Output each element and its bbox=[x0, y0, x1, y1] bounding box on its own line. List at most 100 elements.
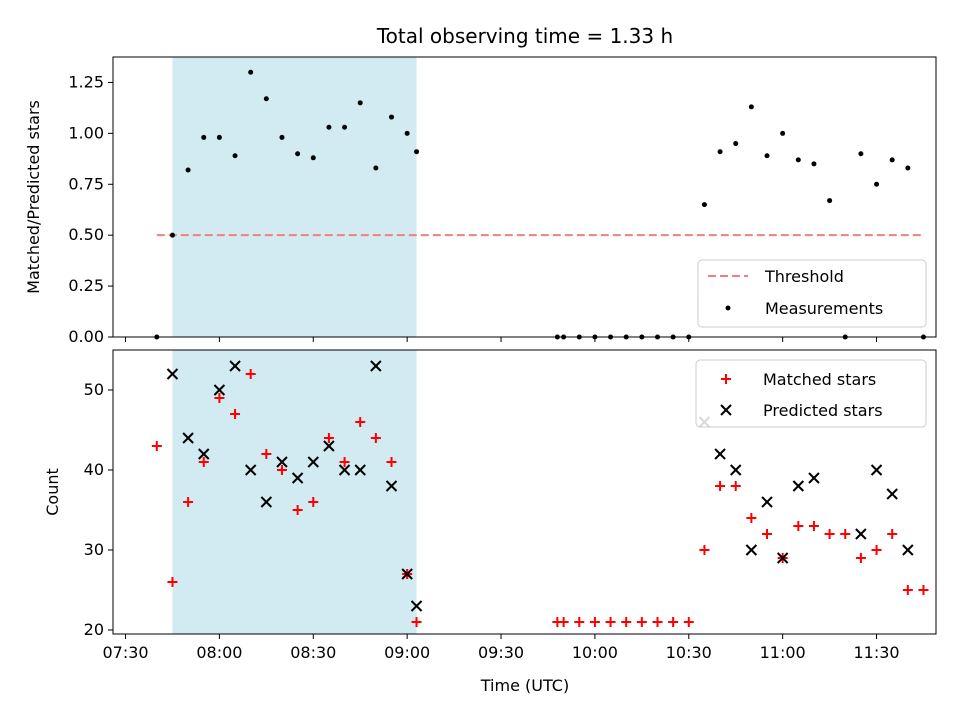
matched-star-point bbox=[808, 521, 819, 531]
measurement-point bbox=[780, 130, 786, 136]
matched-star-point bbox=[636, 617, 647, 627]
ratio-legend: Threshold Measurements bbox=[697, 259, 927, 328]
predicted-marker-b bbox=[745, 544, 758, 556]
x-axis-label: Time (UTC) bbox=[480, 676, 569, 695]
predicted-star-point bbox=[385, 480, 398, 492]
count-y-tick-label: 40 bbox=[84, 460, 104, 479]
measurement-point bbox=[216, 134, 222, 140]
ratio-axes-frame bbox=[112, 56, 937, 338]
count-axes-frame bbox=[112, 349, 937, 635]
ratio-y-tick-label: 1.25 bbox=[68, 72, 104, 91]
measurement-point bbox=[373, 165, 379, 171]
observing-window-shade bbox=[172, 350, 417, 634]
legend-matched-swatch bbox=[721, 374, 731, 384]
predicted-star-point bbox=[276, 456, 288, 468]
count-legend-box bbox=[695, 359, 927, 428]
matched-star-point bbox=[699, 545, 710, 555]
matched-star-point bbox=[151, 441, 162, 451]
measurement-point bbox=[389, 114, 395, 120]
matched-star-point bbox=[762, 529, 773, 539]
predicted-star-point bbox=[410, 600, 423, 612]
predicted-marker-b bbox=[244, 464, 257, 476]
x-tick-label: 11:30 bbox=[853, 643, 899, 662]
matched-star-point bbox=[871, 545, 882, 555]
matched-star-point bbox=[339, 457, 350, 467]
measurement-point bbox=[874, 181, 880, 187]
predicted-marker-b bbox=[182, 432, 194, 444]
measurement-point bbox=[279, 134, 285, 140]
measurement-point bbox=[858, 151, 864, 157]
predicted-star-point bbox=[198, 448, 210, 460]
matched-star-point bbox=[621, 617, 632, 627]
measurement-point bbox=[310, 155, 316, 161]
x-tick-label: 08:00 bbox=[196, 643, 242, 662]
measurement-point bbox=[811, 161, 817, 167]
predicted-marker-b bbox=[260, 496, 273, 508]
predicted-marker-b bbox=[761, 496, 773, 508]
matched-star-point bbox=[245, 369, 256, 379]
predicted-star-point bbox=[182, 432, 194, 444]
matched-star-point bbox=[652, 617, 663, 627]
count-legend: Matched stars Predicted stars bbox=[695, 359, 927, 428]
x-tick-label: 09:00 bbox=[384, 643, 430, 662]
x-tick-label: 09:30 bbox=[478, 643, 524, 662]
x-tick-label: 10:30 bbox=[666, 643, 712, 662]
predicted-marker-b bbox=[776, 552, 789, 564]
predicted-marker-b bbox=[730, 464, 742, 476]
matched-star-point bbox=[411, 617, 422, 627]
predicted-star-point bbox=[761, 496, 773, 508]
matched-star-point bbox=[855, 553, 866, 563]
matched-star-point bbox=[746, 513, 757, 523]
predicted-marker-b bbox=[385, 480, 398, 492]
predicted-marker-b bbox=[855, 528, 867, 540]
predicted-star-point bbox=[401, 568, 413, 580]
legend-predicted-label: Predicted stars bbox=[763, 401, 883, 420]
predicted-marker-b bbox=[792, 480, 805, 492]
x-tick-label: 11:00 bbox=[760, 643, 806, 662]
chart-title: Total observing time = 1.33 h bbox=[376, 24, 673, 48]
matched-star-point bbox=[887, 529, 898, 539]
predicted-marker-b bbox=[323, 440, 335, 452]
count-y-axis-label: Count bbox=[43, 468, 62, 516]
legend-threshold-label: Threshold bbox=[764, 267, 844, 286]
matched-star-point bbox=[683, 617, 694, 627]
ratio-y-tick-label: 1.00 bbox=[68, 123, 104, 142]
predicted-star-point bbox=[166, 368, 179, 380]
predicted-star-point bbox=[370, 360, 382, 372]
count-x-ticks: 07:30 08:00 08:30 09:00 09:30 10:00 10:30 11:00… bbox=[102, 634, 900, 662]
predicted-marker-b bbox=[307, 456, 319, 468]
legend-measurements-swatch bbox=[725, 305, 731, 311]
measurement-point bbox=[326, 124, 332, 130]
measurement-point bbox=[414, 149, 420, 155]
ratio-x-ticks bbox=[125, 337, 878, 342]
predicted-star-point bbox=[260, 496, 273, 508]
predicted-marker-b bbox=[902, 544, 914, 556]
ratio-y-tick-label: 0.00 bbox=[68, 327, 104, 346]
predicted-marker-b bbox=[370, 360, 382, 372]
measurement-point bbox=[717, 149, 723, 155]
predicted-marker-b bbox=[401, 568, 413, 580]
predicted-star-point bbox=[307, 456, 319, 468]
predicted-marker-b bbox=[229, 360, 241, 372]
matched-star-point bbox=[323, 433, 334, 443]
legend-matched-label: Matched stars bbox=[763, 370, 876, 389]
x-tick-label: 08:30 bbox=[290, 643, 336, 662]
legend-predicted-swatch bbox=[720, 404, 732, 416]
count-panel: 20 30 40 50 07:30 08:00 08:30 09:00 09:30 10:00 1… bbox=[43, 349, 937, 695]
predicted-marker-b bbox=[886, 488, 898, 500]
predicted-star-point bbox=[354, 464, 366, 476]
predicted-star-point bbox=[886, 488, 898, 500]
ratio-y-tick-label: 0.25 bbox=[68, 276, 104, 295]
measurement-point bbox=[263, 96, 269, 102]
matched-star-point bbox=[198, 457, 209, 467]
measurement-point bbox=[404, 130, 410, 136]
count-series-layer bbox=[151, 360, 929, 627]
measurement-point bbox=[357, 100, 363, 106]
x-tick-label: 10:00 bbox=[572, 643, 618, 662]
matched-star-point bbox=[918, 585, 929, 595]
matched-star-point bbox=[308, 497, 319, 507]
measurement-point bbox=[701, 202, 707, 208]
matched-star-point bbox=[355, 417, 366, 427]
predicted-star-point bbox=[870, 464, 883, 476]
